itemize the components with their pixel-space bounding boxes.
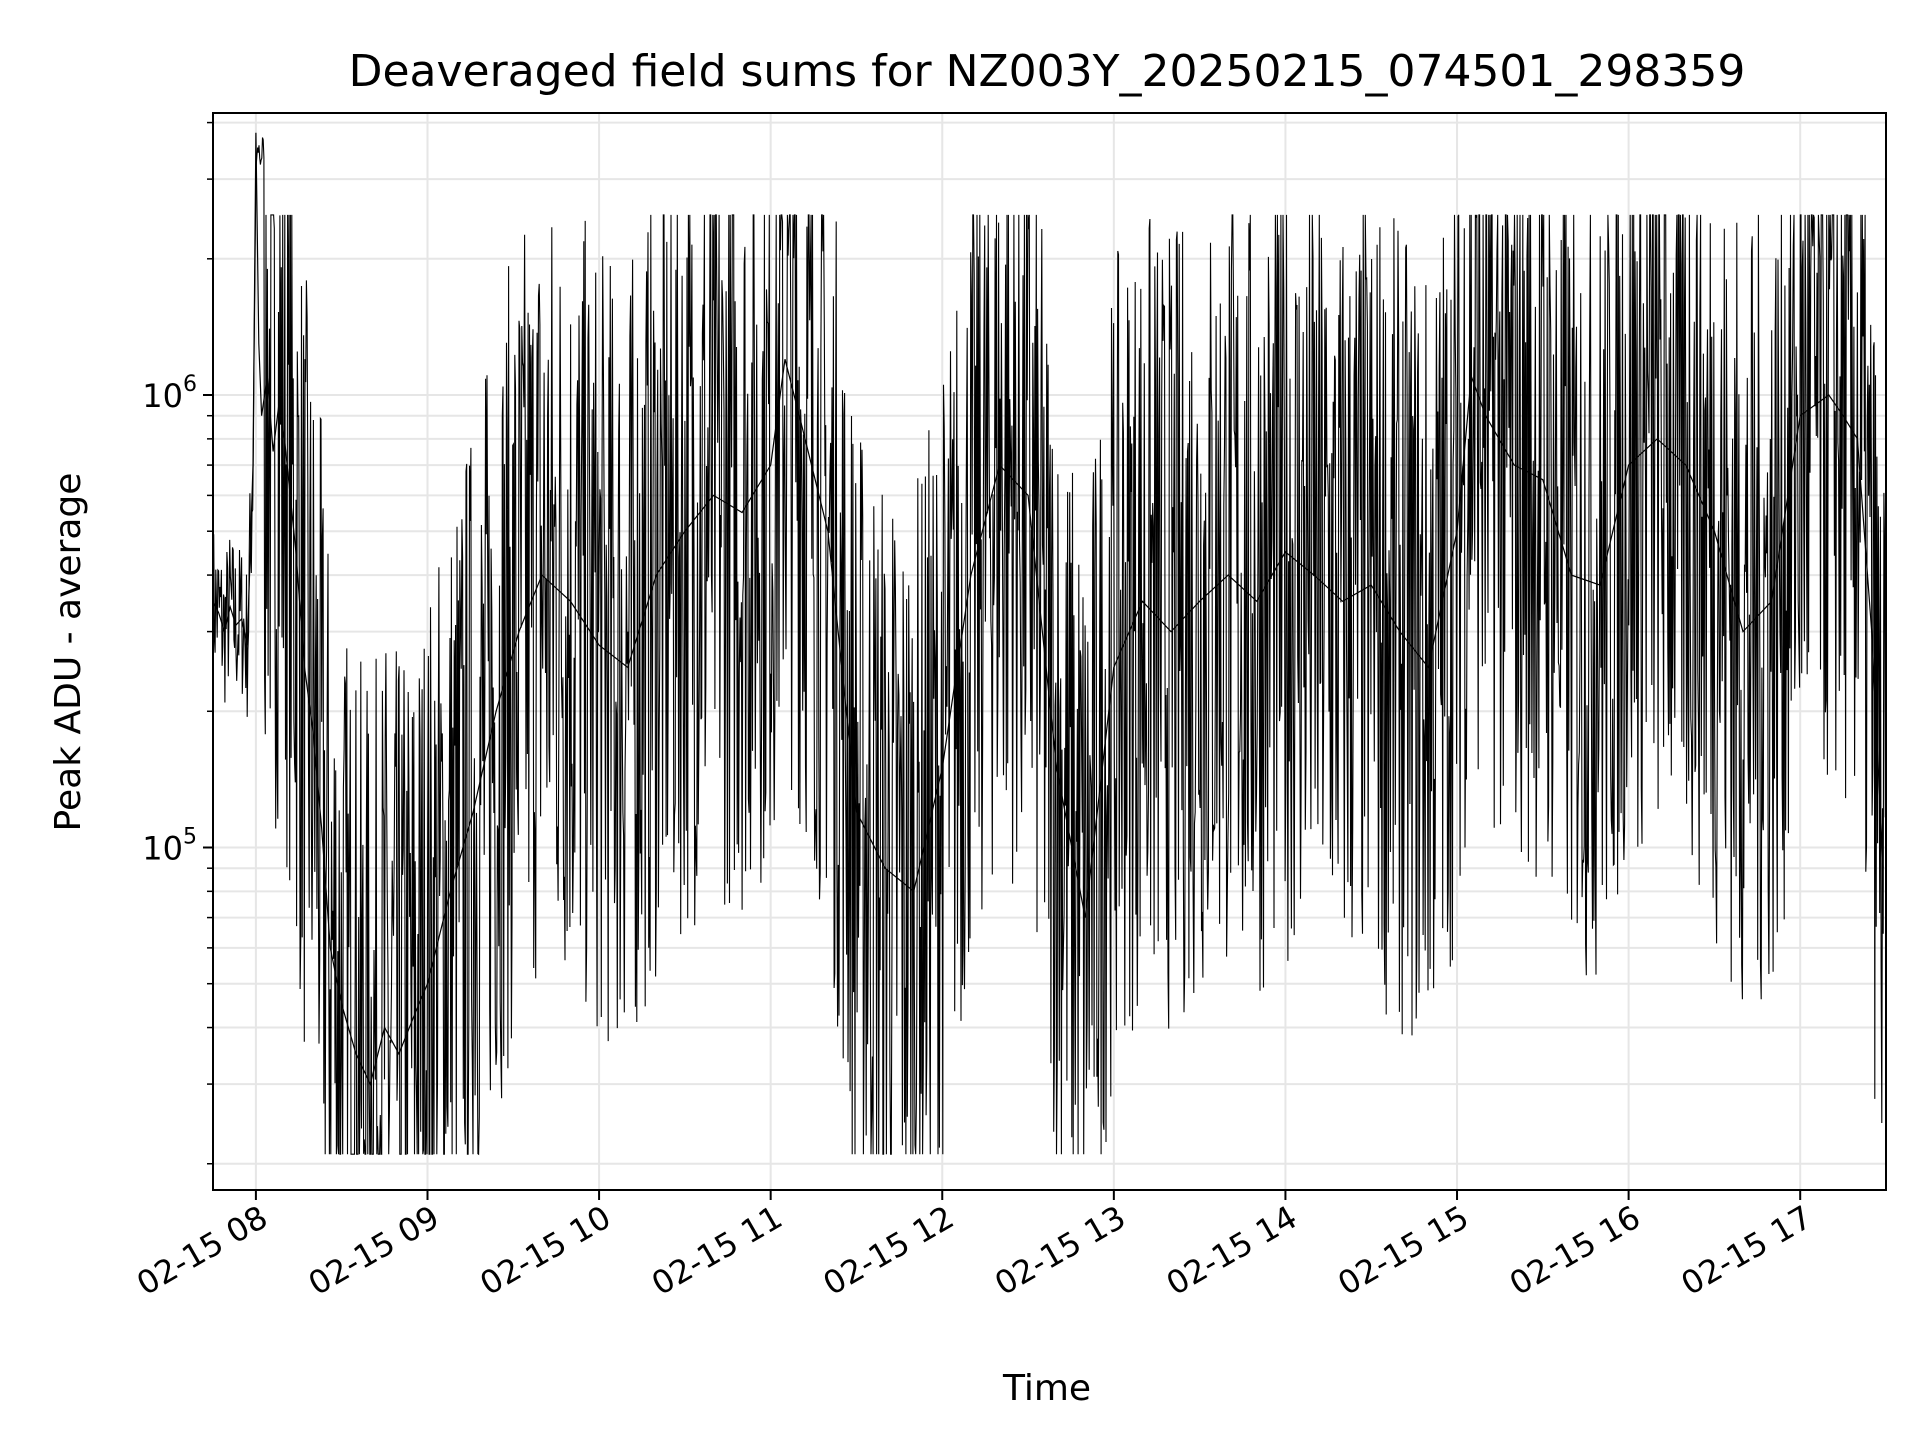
y-tick-label-exponent: 5 <box>183 824 197 849</box>
y-tick-label-base: 10 <box>142 377 183 415</box>
x-axis-label: Time <box>1002 1368 1091 1409</box>
chart-title: Deaveraged field sums for NZ003Y_2025021… <box>349 46 1746 97</box>
y-tick-label: 105 <box>142 824 197 867</box>
y-tick-label: 106 <box>142 372 197 415</box>
y-tick-label-exponent: 6 <box>183 372 197 397</box>
y-axis-label: Peak ADU - average <box>48 473 89 832</box>
y-tick-label-base: 10 <box>142 829 183 867</box>
series-group <box>212 132 1887 1156</box>
series-line <box>212 137 1887 1156</box>
plot-area-frame <box>212 112 1887 1191</box>
